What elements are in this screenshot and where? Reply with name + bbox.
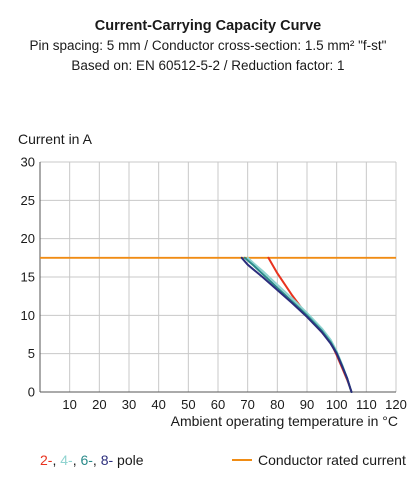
y-tick-label: 20 [21,231,35,246]
series-line-8-pole [240,256,353,393]
x-tick-label: 50 [181,397,195,412]
legend-rated-current: Conductor rated current [232,452,406,468]
legend-pole-4: 4- [60,452,73,468]
x-tick-label: 110 [356,397,377,412]
y-tick-label: 10 [21,308,35,323]
axes [39,162,396,393]
x-tick-label: 60 [211,397,225,412]
x-tick-label: 80 [270,397,284,412]
y-tick-label: 5 [28,346,35,361]
legend-rated-label: Conductor rated current [258,452,406,468]
legend-sep: , [72,452,81,468]
y-tick-label: 15 [21,270,35,285]
x-tick-label: 20 [92,397,106,412]
x-tick-label: 120 [385,397,407,412]
y-axis-label: Current in A [18,131,92,147]
x-tick-label: 10 [62,397,76,412]
legend-sep: , [52,452,61,468]
y-tick-label: 25 [21,193,35,208]
legend-poles: 2-, 4-, 6-, 8- pole [40,452,144,468]
legend-rated-swatch [232,459,252,461]
y-tick-label: 30 [21,155,35,170]
chart-title: Current-Carrying Capacity Curve [94,18,322,34]
grid-lines [40,161,397,393]
legend-sep: , [92,452,101,468]
x-tick-label: 70 [240,397,254,412]
x-tick-label: 30 [122,397,136,412]
legend-pole-suffix: pole [117,452,144,468]
series-line-2-pole [267,256,353,393]
chart-subtitle: Pin spacing: 5 mm / Conductor cross-sect… [29,38,387,53]
series-lines [40,256,396,393]
x-tick-label: 40 [151,397,165,412]
chart-basis-note: Based on: EN 60512-5-2 / Reduction facto… [71,58,345,73]
x-tick-label: 90 [300,397,314,412]
legend-pole-8: 8- [100,452,114,468]
x-axis-label: Ambient operating temperature in °C [170,413,398,429]
legend-pole-6: 6- [80,452,93,468]
series-line-6-pole [243,256,353,393]
legend-pole-2: 2- [40,452,53,468]
y-tick-label: 0 [28,385,35,400]
tick-labels: 10 20 30 40 50 60 70 80 90 100 110 120 0 5 10 15 20 25 30 [21,155,407,413]
x-tick-label: 100 [326,397,348,412]
